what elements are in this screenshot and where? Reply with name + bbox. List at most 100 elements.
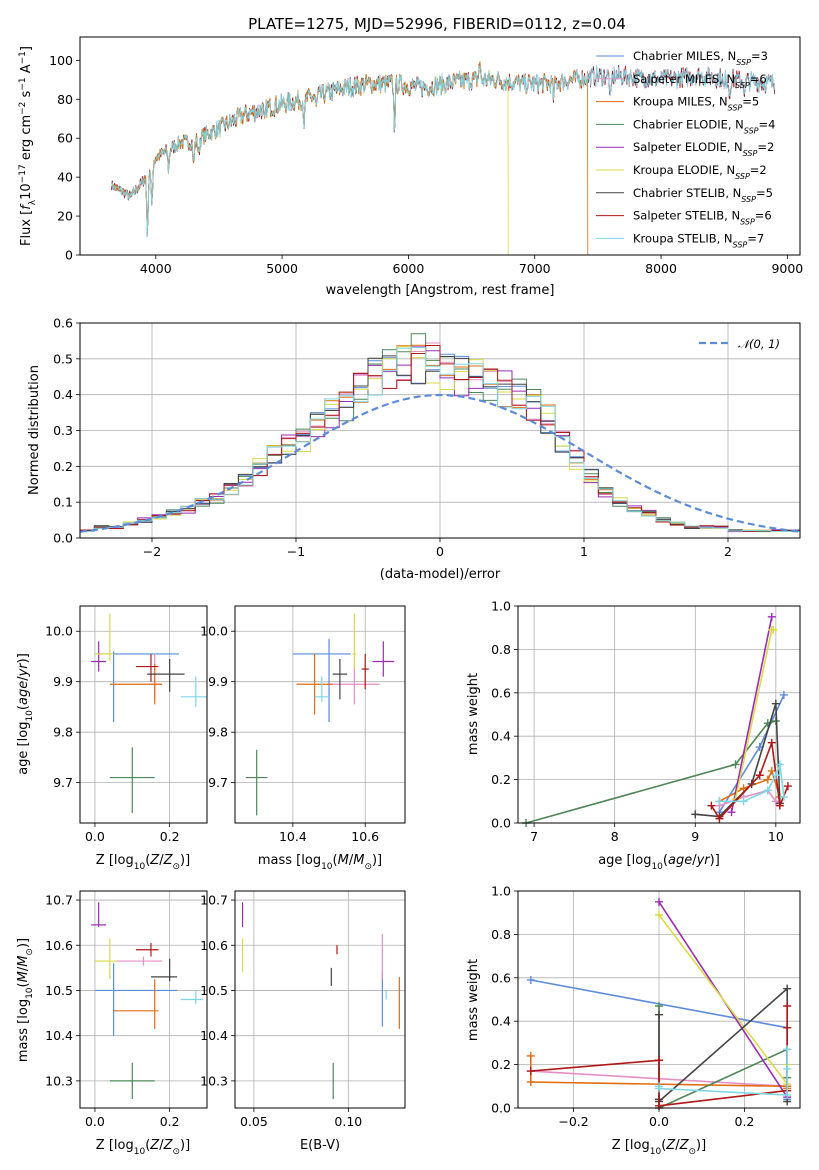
y-tick-label: 9.9 — [208, 674, 228, 689]
weight-marker-8 — [655, 1084, 663, 1093]
label-part: )] — [180, 853, 190, 868]
y-tick-label: 0.3 — [53, 423, 73, 438]
weight-marker-3 — [655, 1002, 663, 1011]
mass-weight-vs-age-ylabel: mass weight — [466, 673, 481, 755]
y-tick-label: 10.6 — [45, 938, 73, 953]
label-part: s — [19, 90, 34, 101]
label-part: log — [16, 722, 31, 742]
axes-frame — [517, 890, 801, 1109]
label-part: ( — [663, 853, 668, 868]
x-tick-label: 6000 — [393, 261, 425, 276]
weight-marker-5 — [769, 625, 778, 634]
label-part: 10 — [134, 862, 146, 872]
label-part: )] — [16, 938, 31, 948]
y-tick-label: 9.8 — [208, 725, 228, 740]
axes-frame — [517, 605, 801, 824]
gaussian-legend-label: 𝒩(0, 1) — [738, 337, 780, 351]
label-part: Flux [ — [19, 210, 34, 246]
label-part: / — [692, 853, 697, 868]
label-part: f — [19, 203, 34, 210]
label-part: ( — [145, 853, 150, 868]
weight-marker-4 — [767, 612, 776, 621]
age-vs-Z-panel: 0.0 0.29.79.89.910.0Z [log10(Z/Z⊙)]age [l… — [16, 605, 208, 872]
y-tick-label: 60 — [57, 131, 73, 146]
label-part: yr — [16, 662, 31, 678]
x-tick-label: 0.0 — [85, 829, 105, 844]
legend-text: Chabrier STELIB, N — [633, 186, 741, 200]
weight-marker-7 — [767, 738, 776, 747]
label-part: ⊙ — [688, 1147, 696, 1157]
age-vs-Z-ylabel: age [log10(age/yr)] — [16, 653, 35, 775]
label-part: log — [114, 853, 134, 868]
legend-text: =4 — [759, 117, 776, 131]
y-tick-label: 0.5 — [53, 351, 73, 366]
y-tick-label: 40 — [57, 170, 73, 185]
legend-text: Kroupa MILES, N — [633, 95, 728, 109]
weight-line-7 — [710, 742, 789, 821]
legend-entry-3: Chabrier ELODIE, NSSP=4 — [633, 117, 775, 135]
x-tick-label: 4000 — [140, 261, 172, 276]
label-part: mass [ — [258, 853, 301, 868]
weight-marker-8 — [739, 797, 748, 806]
grid — [80, 606, 207, 823]
legend-sub: SSP — [740, 217, 755, 226]
label-part: log — [301, 853, 321, 868]
x-tick-label: 8 — [611, 829, 619, 844]
label-part: 10 — [25, 987, 35, 999]
weight-marker-8 — [783, 1045, 792, 1054]
label-part: −1 — [18, 51, 28, 64]
label-part: )] — [710, 853, 720, 868]
spectrum-ylabel: Flux [fλ10−17 erg cm−2 s−1 A−1] — [18, 46, 38, 246]
label-part: Z [ — [96, 853, 114, 868]
label-part: ⊙ — [172, 1147, 180, 1157]
y-tick-label: 10.6 — [200, 938, 228, 953]
y-tick-label: 0.6 — [491, 970, 511, 985]
y-tick-label: 20 — [57, 209, 73, 224]
y-tick-label: 10.3 — [200, 1073, 228, 1088]
weight-line-3 — [525, 720, 777, 823]
legend-entry-2: Kroupa MILES, NSSP=5 — [633, 95, 759, 113]
legend-entry-6: Chabrier STELIB, NSSP=5 — [633, 186, 773, 204]
label-part: ] — [19, 46, 34, 51]
mass-vs-Z-panel: 0.0 0.210.310.410.510.610.7Z [log10(Z/Z⊙)… — [16, 890, 208, 1157]
label-part: ( — [145, 1138, 150, 1153]
residuals-ylabel: Normed distribution — [27, 365, 42, 495]
weight-marker-8 — [775, 760, 784, 769]
weight-marker-8 — [783, 1064, 792, 1073]
legend-text: Kroupa ELODIE, N — [633, 163, 735, 177]
x-tick-label: 8000 — [645, 261, 677, 276]
label-part: log — [114, 1138, 134, 1153]
y-tick-label: 0.6 — [53, 316, 73, 331]
y-tick-label: 1.0 — [491, 599, 511, 614]
y-tick-label: 9.8 — [53, 725, 73, 740]
axes-frame — [79, 890, 208, 1109]
label-part: / — [16, 676, 31, 681]
label-part: ⊙ — [25, 948, 35, 956]
label-part: −1 — [18, 77, 28, 90]
spectrum-xlabel: wavelength [Angstrom, rest frame] — [326, 283, 555, 298]
y-tick-label: 0.0 — [53, 531, 73, 546]
label-part: / — [159, 1138, 164, 1153]
y-tick-label: 0.2 — [491, 1057, 511, 1072]
y-tick-label: 0.8 — [491, 927, 511, 942]
y-tick-label: 10.7 — [200, 893, 228, 908]
label-part: )] — [696, 1138, 706, 1153]
x-tick-label: 0.0 — [85, 1114, 105, 1129]
weight-marker-0 — [526, 975, 535, 984]
x-tick-label: 10.4 — [279, 829, 307, 844]
label-part: ( — [333, 853, 338, 868]
label-part: ⊙ — [364, 862, 372, 872]
label-part: 10 — [134, 1147, 146, 1157]
label-part: M — [16, 971, 31, 982]
label-part: 10 — [321, 862, 333, 872]
label-part: / — [675, 1138, 680, 1153]
mass-weight-vs-Z-panel: −0.2 0.0 0.20.00.20.40.60.81.0Z [log10(Z/Z… — [466, 884, 801, 1157]
x-tick-label: 9000 — [771, 261, 803, 276]
label-part: A — [19, 64, 34, 77]
weight-marker-7 — [526, 1067, 535, 1076]
weight-marker-7 — [707, 801, 716, 810]
label-part: Z [ — [96, 1138, 114, 1153]
chart-title: PLATE=1275, MJD=52996, FIBERID=0112, z=0… — [248, 15, 626, 33]
grid — [518, 605, 800, 824]
